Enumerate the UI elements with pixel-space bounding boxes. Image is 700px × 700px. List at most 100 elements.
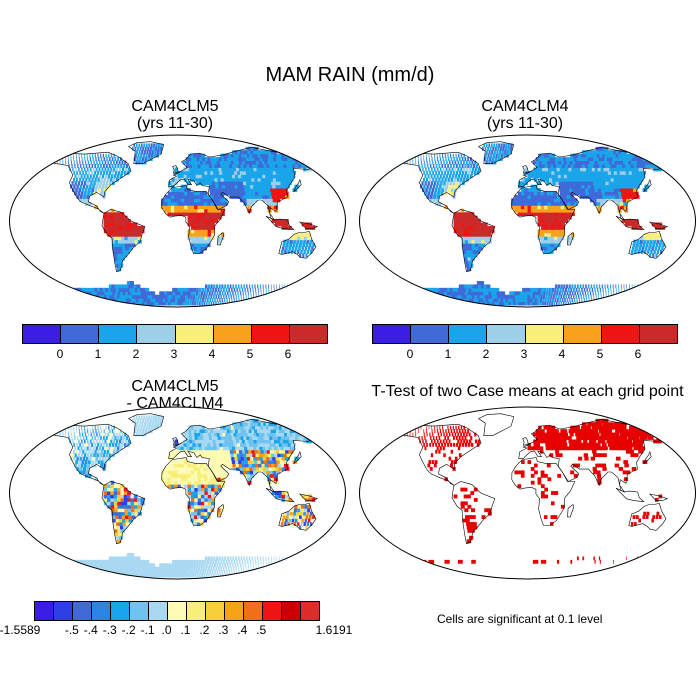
grid-cell bbox=[155, 298, 159, 303]
grid-cell bbox=[262, 456, 268, 461]
grid-cell bbox=[260, 436, 266, 440]
grid-cell bbox=[134, 573, 140, 578]
grid-cell bbox=[562, 184, 567, 189]
grid-cell bbox=[108, 573, 115, 578]
grid-cell bbox=[138, 150, 141, 155]
grid-cell bbox=[308, 225, 312, 230]
grid-cell bbox=[210, 212, 215, 217]
grid-cell bbox=[619, 301, 621, 306]
grid-cell bbox=[129, 553, 134, 557]
grid-cell bbox=[220, 559, 223, 564]
grid-cell bbox=[495, 143, 498, 148]
grid-cell bbox=[187, 208, 192, 213]
grid-cell bbox=[224, 456, 230, 461]
grid-cell bbox=[643, 239, 647, 244]
grid-cell bbox=[86, 167, 89, 172]
grid-cell bbox=[612, 198, 618, 203]
grid-cell bbox=[249, 164, 254, 168]
grid-cell bbox=[465, 246, 470, 251]
panel2-map bbox=[359, 134, 696, 308]
grid-cell bbox=[439, 174, 442, 179]
grid-cell bbox=[207, 511, 211, 516]
grid-cell bbox=[258, 291, 259, 296]
grid-cell bbox=[248, 284, 251, 289]
grid-cell bbox=[113, 559, 118, 564]
grid-cell bbox=[306, 522, 310, 526]
grid-cell bbox=[112, 518, 117, 523]
grid-cell bbox=[187, 566, 191, 571]
grid-cell bbox=[170, 467, 175, 471]
grid-cell bbox=[600, 160, 606, 165]
grid-cell bbox=[190, 229, 195, 234]
grid-cell bbox=[271, 566, 272, 571]
grid-cell bbox=[203, 439, 208, 444]
grid-cell bbox=[213, 467, 218, 471]
grid-cell bbox=[596, 153, 602, 158]
grid-cell bbox=[74, 164, 76, 168]
grid-cell bbox=[260, 449, 266, 454]
grid-cell bbox=[651, 232, 655, 237]
grid-cell bbox=[213, 563, 216, 568]
grid-cell bbox=[241, 446, 246, 451]
grid-cell bbox=[549, 181, 554, 186]
grid-cell bbox=[540, 239, 545, 244]
grid-cell bbox=[123, 164, 126, 168]
grid-cell bbox=[210, 157, 215, 162]
grid-cell bbox=[203, 239, 208, 244]
grid-cell bbox=[217, 566, 220, 571]
grid-cell bbox=[133, 494, 138, 499]
grid-cell bbox=[267, 160, 273, 165]
grid-cell bbox=[560, 212, 565, 217]
grid-cell bbox=[250, 460, 256, 464]
grid-cell bbox=[248, 301, 250, 306]
grid-cell bbox=[563, 198, 568, 203]
grid-cell bbox=[265, 284, 267, 289]
grid-cell bbox=[543, 243, 548, 248]
grid-cell bbox=[97, 170, 100, 175]
grid-cell bbox=[464, 294, 470, 299]
grid-cell bbox=[581, 188, 586, 192]
grid-cell bbox=[270, 477, 275, 482]
grid-cell bbox=[255, 563, 257, 568]
grid-cell bbox=[220, 470, 225, 475]
grid-cell bbox=[614, 160, 620, 165]
grid-cell bbox=[89, 301, 96, 306]
grid-cell bbox=[622, 170, 628, 175]
grid-cell bbox=[524, 195, 528, 199]
grid-cell bbox=[597, 287, 599, 292]
grid-cell bbox=[216, 170, 221, 175]
grid-cell bbox=[224, 284, 227, 289]
grid-cell bbox=[87, 301, 94, 306]
grid-cell bbox=[106, 177, 110, 182]
grid-cell bbox=[184, 473, 188, 478]
grid-cell bbox=[272, 170, 278, 175]
grid-cell bbox=[639, 164, 645, 168]
grid-cell bbox=[79, 449, 82, 454]
grid-cell bbox=[469, 157, 472, 162]
grid-cell bbox=[474, 294, 479, 299]
grid-cell bbox=[483, 229, 488, 234]
grid-cell bbox=[288, 439, 295, 444]
grid-cell bbox=[174, 208, 178, 213]
grid-cell bbox=[422, 167, 424, 172]
grid-cell bbox=[103, 229, 108, 234]
grid-cell bbox=[213, 291, 216, 296]
grid-cell bbox=[180, 287, 184, 292]
grid-cell bbox=[424, 191, 427, 196]
grid-cell bbox=[292, 570, 294, 575]
grid-cell bbox=[265, 446, 271, 451]
grid-cell bbox=[472, 284, 478, 289]
grid-cell bbox=[406, 287, 414, 292]
grid-cell bbox=[295, 570, 296, 575]
grid-cell bbox=[211, 215, 215, 220]
grid-cell bbox=[126, 298, 131, 303]
grid-cell bbox=[299, 563, 301, 568]
grid-cell bbox=[207, 508, 211, 513]
grid-cell bbox=[89, 167, 92, 172]
grid-cell bbox=[560, 208, 565, 213]
grid-cell bbox=[560, 301, 563, 306]
grid-cell bbox=[217, 294, 220, 299]
grid-cell bbox=[585, 284, 587, 289]
grid-cell bbox=[177, 195, 182, 199]
grid-cell bbox=[217, 480, 222, 485]
